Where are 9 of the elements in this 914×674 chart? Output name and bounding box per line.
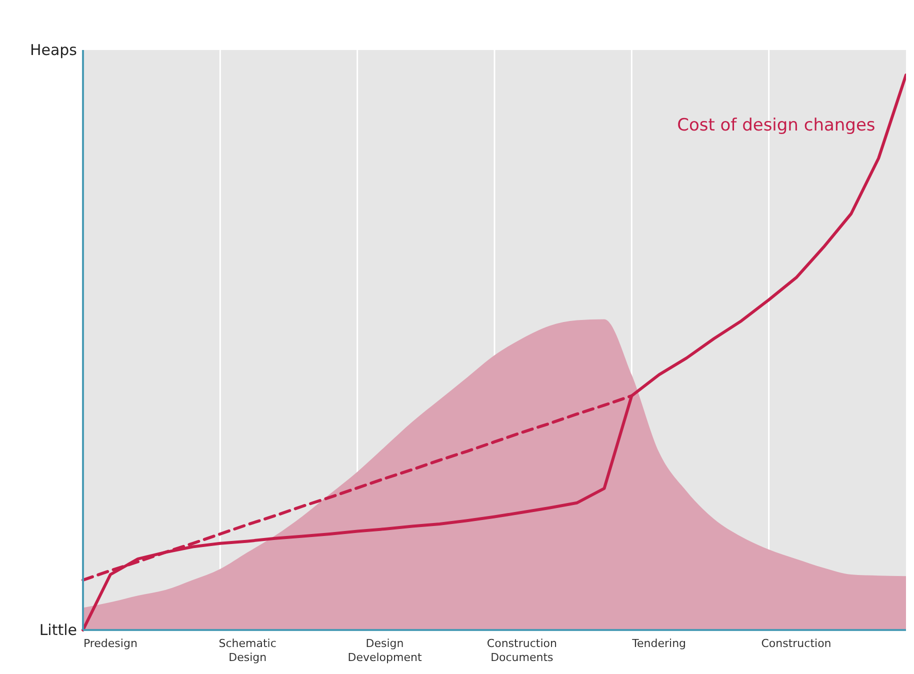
text: Little <box>39 621 77 639</box>
x-tick-label: Predesign <box>83 637 138 650</box>
x-tick-label: Design Development <box>348 637 422 664</box>
x-tick-label: Construction <box>761 637 832 650</box>
x-tick-label: Construction Documents <box>486 637 557 664</box>
series-label: Cost of design changes <box>677 116 876 136</box>
text: Heaps <box>30 41 78 59</box>
x-tick-label: Tendering <box>631 637 686 650</box>
x-tick-label: Schematic Design <box>218 637 276 664</box>
